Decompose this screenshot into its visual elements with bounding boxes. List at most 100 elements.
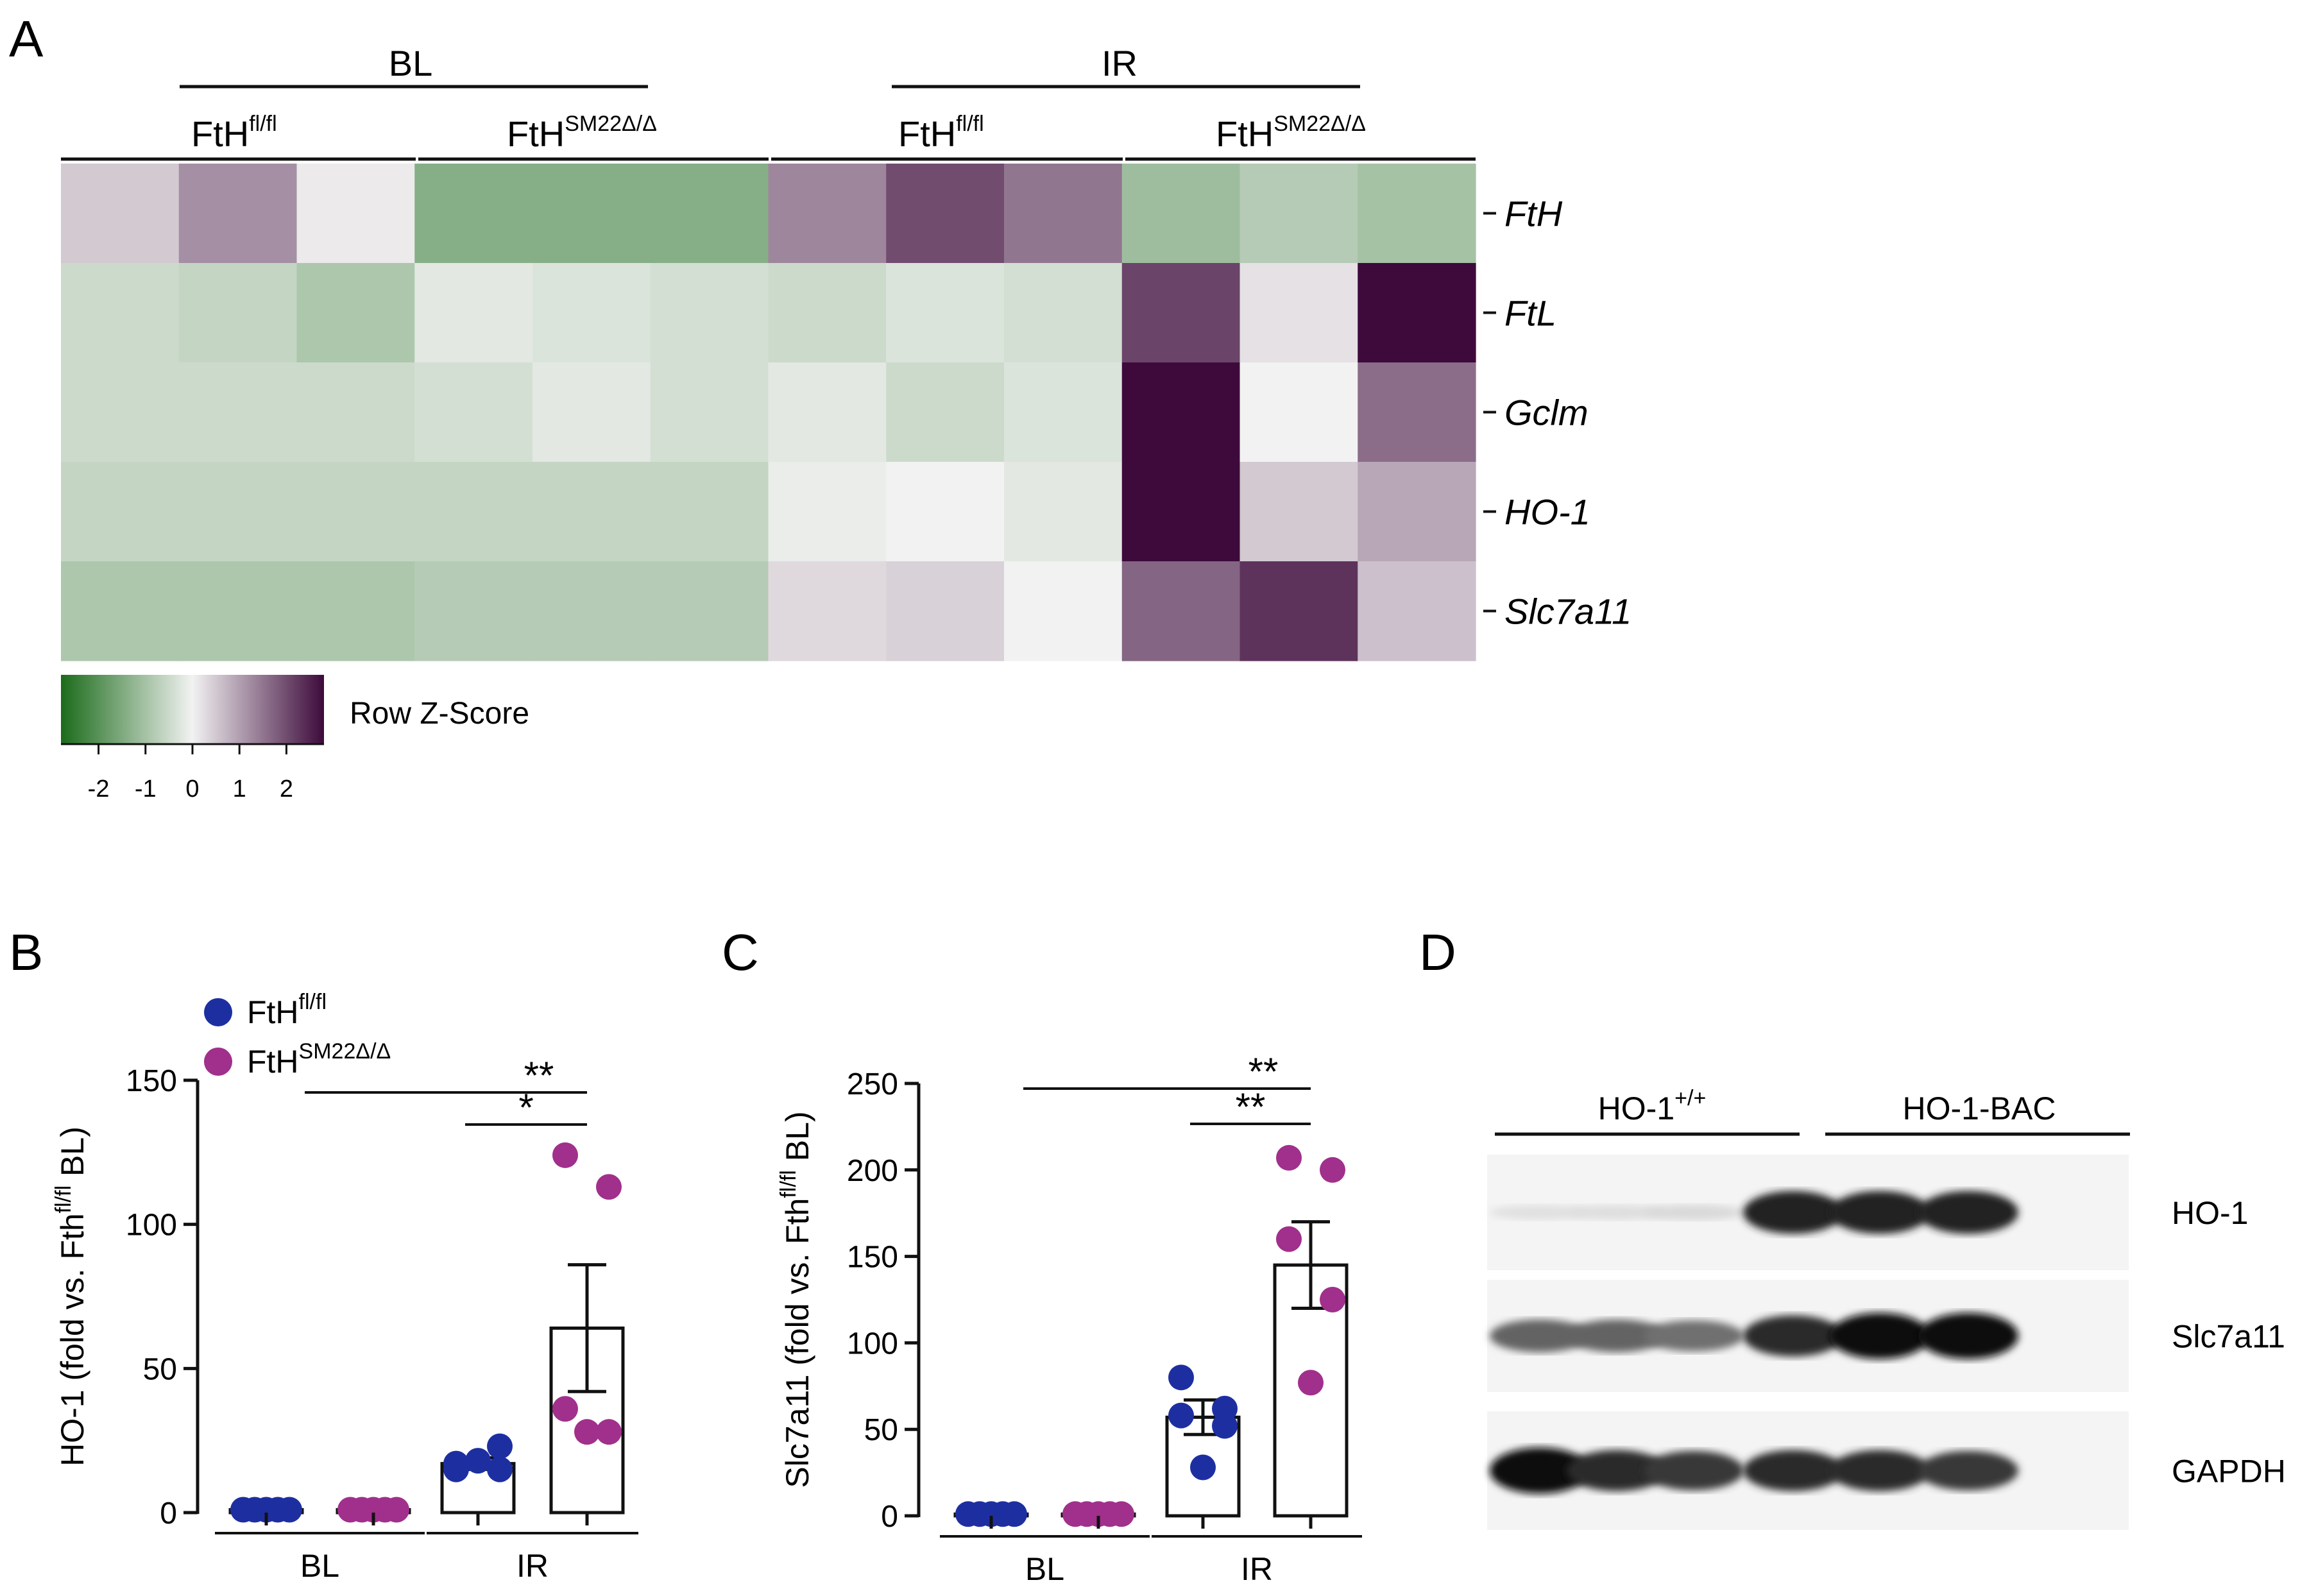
gene-label: Slc7a11 xyxy=(1504,591,1631,632)
data-point xyxy=(1320,1157,1345,1183)
data-point xyxy=(277,1497,302,1523)
heatmap-cell xyxy=(61,561,180,661)
heatmap-cell xyxy=(61,362,180,463)
y-tick-label: 250 xyxy=(847,1067,898,1101)
heatmap-cell xyxy=(1121,164,1241,264)
x-group-label: IR xyxy=(516,1548,549,1584)
y-tick-label: 100 xyxy=(126,1209,177,1243)
panel-label-d: D xyxy=(1419,924,1456,981)
blot-band xyxy=(1644,1204,1744,1221)
data-point xyxy=(1001,1501,1027,1527)
data-point xyxy=(1190,1454,1216,1481)
heatmap-cell xyxy=(886,263,1005,363)
heatmap-cell xyxy=(178,462,298,562)
heatmap-cell xyxy=(1239,462,1358,562)
blot-band xyxy=(1644,1450,1744,1491)
heatmap-cell xyxy=(1358,362,1476,463)
heatmap-cell xyxy=(650,164,769,264)
data-point xyxy=(574,1419,600,1445)
heatmap-cell xyxy=(414,561,533,661)
significance-label: ** xyxy=(1236,1085,1266,1128)
data-point xyxy=(1168,1364,1194,1391)
heatmap-cell xyxy=(1239,362,1358,463)
genotype-label-1: FtHfl/fl xyxy=(191,112,277,154)
heatmap-cell xyxy=(768,561,887,661)
blot-band xyxy=(1644,1320,1744,1352)
scale-tick-label: -1 xyxy=(135,776,157,802)
heatmap-cell xyxy=(886,362,1005,463)
heatmap-cell xyxy=(768,462,887,562)
y-tick-label: 50 xyxy=(864,1413,898,1447)
data-point xyxy=(465,1448,491,1474)
data-point xyxy=(487,1433,513,1459)
chart-ho1: 0 50 100 150 HO-1 (fold vs. Fthfl/fl BL) BL IR… xyxy=(51,1054,638,1584)
blot-band xyxy=(1918,1191,2018,1234)
heatmap-cell xyxy=(61,164,180,264)
heatmap-cell xyxy=(1121,263,1241,363)
x-group-label: BL xyxy=(1025,1551,1064,1587)
panel-label-b: B xyxy=(9,924,43,981)
heatmap-cell xyxy=(414,462,533,562)
blot-band xyxy=(1490,1447,1590,1494)
blot-band xyxy=(1830,1450,1930,1491)
x-group-label: BL xyxy=(300,1548,339,1584)
data-point xyxy=(1276,1144,1302,1171)
x-group-label: IR xyxy=(1241,1551,1273,1587)
heatmap-cell xyxy=(532,362,651,463)
heatmap-cell xyxy=(1358,561,1476,661)
heatmap-cell xyxy=(886,164,1005,264)
chart-slc7a11: 0 50 100 150 200 250 Slc7a11 (fold vs. Fthfl/f… xyxy=(776,1050,1362,1587)
y-tick-label: 0 xyxy=(881,1500,898,1534)
significance-label: * xyxy=(518,1086,533,1129)
blot-group-label-1: HO-1+/+ xyxy=(1598,1086,1707,1126)
heatmap-cell xyxy=(650,561,769,661)
heatmap-cell xyxy=(532,164,651,264)
heatmap-cell xyxy=(296,362,415,463)
scale-tick-label: 0 xyxy=(185,776,199,802)
heatmap-cell xyxy=(1121,462,1241,562)
legend-marker-sm xyxy=(204,1048,232,1076)
color-scale-bar xyxy=(61,675,324,744)
heatmap-cell xyxy=(650,362,769,463)
heatmap-cell xyxy=(1358,462,1476,562)
heatmap-cell xyxy=(1004,263,1123,363)
blot-band xyxy=(1567,1450,1667,1491)
legend-label-sm: FtHSM22Δ/Δ xyxy=(247,1039,391,1080)
y-tick-label: 150 xyxy=(847,1241,898,1275)
legend-label-fl: FtHfl/fl xyxy=(247,990,327,1030)
heatmap-cell xyxy=(532,263,651,363)
data-point xyxy=(1298,1370,1324,1396)
heatmap-cell xyxy=(1004,462,1123,562)
heatmap-cell xyxy=(296,561,415,661)
heatmap-cell xyxy=(650,462,769,562)
heatmap-cell xyxy=(61,462,180,562)
condition-label-ir: IR xyxy=(1102,43,1137,83)
scale-tick-label: -2 xyxy=(88,776,110,802)
heatmap-cell xyxy=(178,263,298,363)
y-tick-label: 50 xyxy=(143,1352,177,1386)
heatmap-cell xyxy=(1239,164,1358,264)
blot-band-label: GAPDH xyxy=(2172,1454,2286,1490)
data-point xyxy=(1109,1501,1134,1527)
scale-tick-label: 1 xyxy=(233,776,246,802)
legend: FtHfl/fl FtHSM22Δ/Δ xyxy=(204,990,391,1080)
y-tick-label: 0 xyxy=(160,1497,177,1531)
heatmap-cell xyxy=(61,263,180,363)
heatmap-cell xyxy=(414,362,533,463)
heatmap-gene-labels: FtH FtL Gclm HO-1 Slc7a11 xyxy=(1483,194,1631,632)
y-tick-label: 150 xyxy=(126,1064,177,1098)
y-tick-label: 100 xyxy=(847,1327,898,1361)
condition-label-bl: BL xyxy=(389,43,433,83)
heatmap-cell xyxy=(1358,263,1476,363)
panel-label-c: C xyxy=(722,924,759,981)
blot-band-label: HO-1 xyxy=(2172,1195,2248,1231)
blot-group-label-2: HO-1-BAC xyxy=(1903,1091,2056,1126)
blot-band xyxy=(1490,1319,1590,1353)
heatmap-cell xyxy=(414,164,533,264)
scale-tick-label: 2 xyxy=(280,776,293,802)
heatmap-cell xyxy=(178,164,298,264)
data-point xyxy=(487,1456,513,1482)
blot-band xyxy=(1830,1191,1930,1234)
blot-band xyxy=(1918,1450,2018,1491)
